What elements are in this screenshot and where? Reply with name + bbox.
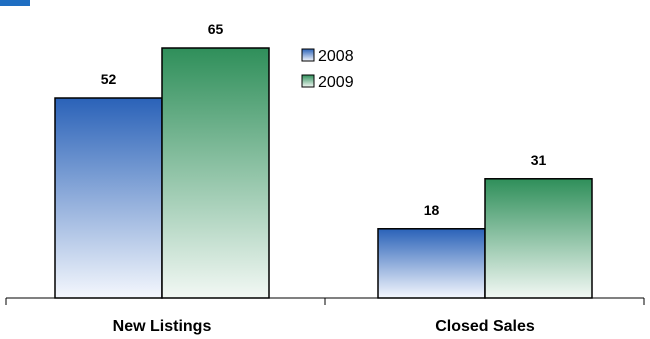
value-label-new-listings-2008: 52: [101, 71, 117, 87]
bar-closed-sales-2009: [484, 178, 593, 299]
legend: 2008 2009: [301, 48, 354, 91]
value-label-closed-sales-2008: 18: [424, 202, 440, 218]
title-fragment: [0, 0, 30, 6]
legend-swatch-2009: [301, 74, 315, 88]
bar-new-listings-2008: [54, 97, 163, 299]
bar-new-listings-2009: [161, 47, 270, 299]
legend-label-2008: 2008: [318, 48, 354, 65]
category-label-closed-sales: Closed Sales: [435, 318, 535, 335]
legend-label-2009: 2009: [318, 74, 354, 91]
legend-swatch-2008: [301, 48, 315, 62]
value-label-closed-sales-2009: 31: [531, 152, 547, 168]
bars-group: [54, 47, 593, 299]
category-label-new-listings: New Listings: [113, 318, 212, 335]
value-labels-group: 52 65 18 31: [101, 21, 547, 218]
bar-closed-sales-2008: [377, 228, 486, 299]
category-labels-group: New Listings Closed Sales: [113, 318, 535, 335]
value-label-new-listings-2009: 65: [208, 21, 224, 37]
